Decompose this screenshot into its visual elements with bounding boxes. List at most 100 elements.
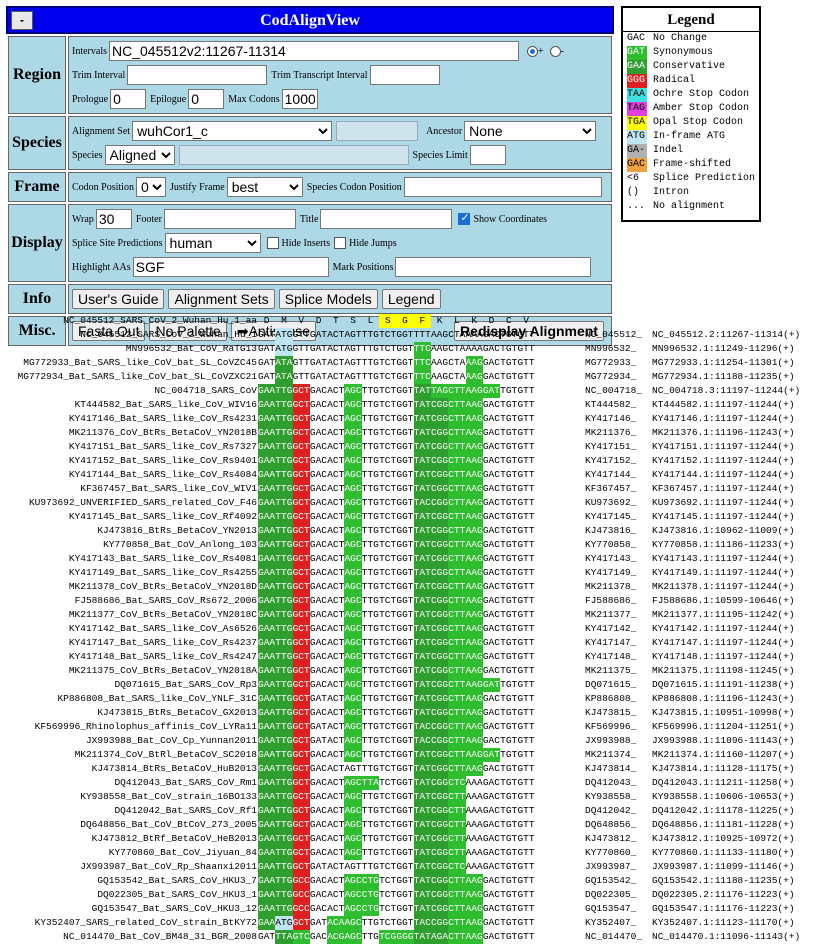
codon: CGG bbox=[430, 818, 449, 832]
alignment-set-select[interactable]: wuhCor1_c bbox=[132, 121, 333, 141]
codon: GGT bbox=[396, 735, 414, 746]
codon: GCT bbox=[292, 524, 310, 538]
species-name: DQ412043_Bat_SARS_CoV_Rm1 bbox=[114, 777, 257, 788]
codon: AGC bbox=[344, 566, 362, 580]
strand-minus-radio[interactable] bbox=[549, 45, 561, 57]
species-name: DQ022305_Bat_SARS_CoV_HKU3_1 bbox=[97, 889, 257, 900]
fasta-out-button[interactable]: Fasta Out bbox=[72, 321, 146, 341]
codon: AAG bbox=[465, 454, 483, 468]
codon: AAG bbox=[465, 356, 483, 370]
codon: CGG bbox=[430, 762, 449, 776]
codon: GTT bbox=[517, 805, 535, 816]
footer-input[interactable] bbox=[163, 209, 296, 229]
species-list bbox=[178, 145, 409, 165]
codon: CTT bbox=[448, 454, 466, 468]
species-name: KY417151_Bat_SARS_like_CoV_Rs7327 bbox=[68, 441, 257, 452]
codon: TGT bbox=[500, 791, 518, 802]
codon: CGG bbox=[430, 440, 449, 454]
row-reference: MN996532_ bbox=[585, 343, 637, 354]
codon: GAC bbox=[309, 623, 327, 634]
codon: GCT bbox=[292, 846, 310, 860]
codon: TTG bbox=[361, 567, 379, 578]
strand-minus-label: - bbox=[560, 45, 564, 57]
codon: TAT bbox=[413, 846, 431, 860]
codon: TCT bbox=[379, 679, 397, 690]
species-limit-input[interactable] bbox=[469, 145, 506, 165]
amino-acid-row: NC_045512_SARS_CoV_2_Wuhan_Hu_1_aa D M V D T S… bbox=[0, 314, 817, 328]
codon: TTT bbox=[413, 329, 431, 340]
codon: ACT bbox=[327, 651, 345, 662]
codon: ACT bbox=[327, 413, 345, 424]
codon: GCT bbox=[292, 398, 310, 412]
row-coordinates: NC_045512.2:11267-11314(+) bbox=[652, 329, 801, 340]
codon: AAG bbox=[465, 440, 483, 454]
mark-positions-input[interactable] bbox=[395, 257, 592, 277]
alignment-row: GQ153547_Bat_SARS_CoV_HKU3_12 GAATTGGCCGA… bbox=[0, 902, 817, 916]
codon: TTC bbox=[413, 342, 431, 356]
users-guide-button[interactable]: User's Guide bbox=[72, 289, 165, 309]
codon: GAA bbox=[258, 790, 276, 804]
codon: GCT bbox=[292, 636, 310, 650]
trim-transcript-input[interactable] bbox=[369, 65, 440, 85]
codon: AGC bbox=[344, 692, 362, 706]
intervals-input[interactable] bbox=[109, 41, 519, 61]
hide-jumps-checkbox[interactable] bbox=[334, 237, 347, 249]
alignment-row: MK211377_CoV_BtRs_BetaCoV_YN2018C GAATTGG… bbox=[0, 608, 817, 622]
no-palette-button[interactable]: No Palette bbox=[149, 321, 227, 341]
codon: TCT bbox=[379, 329, 397, 340]
epilogue-input[interactable] bbox=[188, 89, 225, 109]
codon: TTG bbox=[361, 399, 379, 410]
justify-frame-select[interactable]: best bbox=[226, 177, 303, 197]
codon-track: GAATTGGCTGACACTAGCTTGTCTGGTTATCGGCTTAAGG… bbox=[258, 468, 535, 482]
codon: GGT bbox=[396, 861, 414, 872]
codon: GAC bbox=[482, 441, 500, 452]
legend-swatch: ... bbox=[627, 201, 646, 212]
codon: GAT bbox=[482, 678, 501, 692]
redisplay-button[interactable]: Redisplay Alignment bbox=[454, 321, 604, 341]
codon: GGT bbox=[396, 819, 414, 830]
codon: TCT bbox=[379, 553, 397, 564]
codon: TCT bbox=[379, 469, 397, 480]
hide-inserts-checkbox[interactable] bbox=[266, 237, 279, 249]
codon: ACT bbox=[327, 749, 345, 760]
row-coordinates: KY417145.1:11197-11244(+) bbox=[652, 511, 795, 522]
codon-track: GAATTGGCTGACACTAGCTTGTCTGGTTATCGGCTTAAGG… bbox=[258, 566, 535, 580]
codon: GTT bbox=[292, 357, 310, 368]
codon: GGT bbox=[396, 637, 414, 648]
splice-models-button[interactable]: Splice Models bbox=[278, 289, 378, 309]
codon: ACT bbox=[327, 609, 345, 620]
intervals-label: Intervals bbox=[72, 45, 107, 57]
species-select[interactable]: Aligned bbox=[104, 145, 175, 165]
collapse-button[interactable]: - bbox=[11, 11, 33, 30]
codon-track: GATTTAGTCGACACGAGCTTGTCGGGGTATAGACTTAAGG… bbox=[258, 930, 535, 944]
codon: TTG bbox=[361, 651, 379, 662]
legend-label: Indel bbox=[653, 145, 684, 156]
codon: ACT bbox=[327, 567, 345, 578]
ancestor-select[interactable]: None bbox=[464, 121, 597, 141]
title-input[interactable] bbox=[320, 209, 453, 229]
legend-button[interactable]: Legend bbox=[381, 289, 441, 309]
codon: GGT bbox=[396, 329, 414, 340]
alignment-sets-button[interactable]: Alignment Sets bbox=[168, 289, 275, 309]
amino-acid: S bbox=[350, 315, 356, 326]
codon: ACT bbox=[327, 385, 345, 396]
highlight-input[interactable] bbox=[132, 257, 329, 277]
row-coordinates: KY417151.1:11197-11244(+) bbox=[652, 441, 795, 452]
row-coordinates: MK211378.1:11197-11244(+) bbox=[652, 581, 795, 592]
codon: GCT bbox=[292, 594, 310, 608]
strand-plus-radio[interactable] bbox=[527, 45, 538, 57]
show-coordinates-checkbox[interactable] bbox=[458, 211, 471, 225]
max-codons-input[interactable] bbox=[281, 89, 318, 109]
codon-position-select[interactable]: 0 bbox=[135, 177, 166, 197]
splice-select[interactable]: human bbox=[164, 233, 261, 253]
codon: GAC bbox=[482, 609, 500, 620]
trim-interval-input[interactable] bbox=[127, 65, 268, 85]
wrap-input[interactable] bbox=[95, 209, 132, 229]
species-codon-input[interactable] bbox=[403, 177, 602, 197]
prologue-input[interactable] bbox=[110, 89, 147, 109]
row-reference: KY417144_ bbox=[585, 469, 637, 480]
legend-swatch: TAA bbox=[627, 88, 647, 102]
codon: TGT bbox=[500, 833, 518, 844]
codon: AGC bbox=[344, 454, 362, 468]
codon: TTG bbox=[361, 917, 379, 928]
